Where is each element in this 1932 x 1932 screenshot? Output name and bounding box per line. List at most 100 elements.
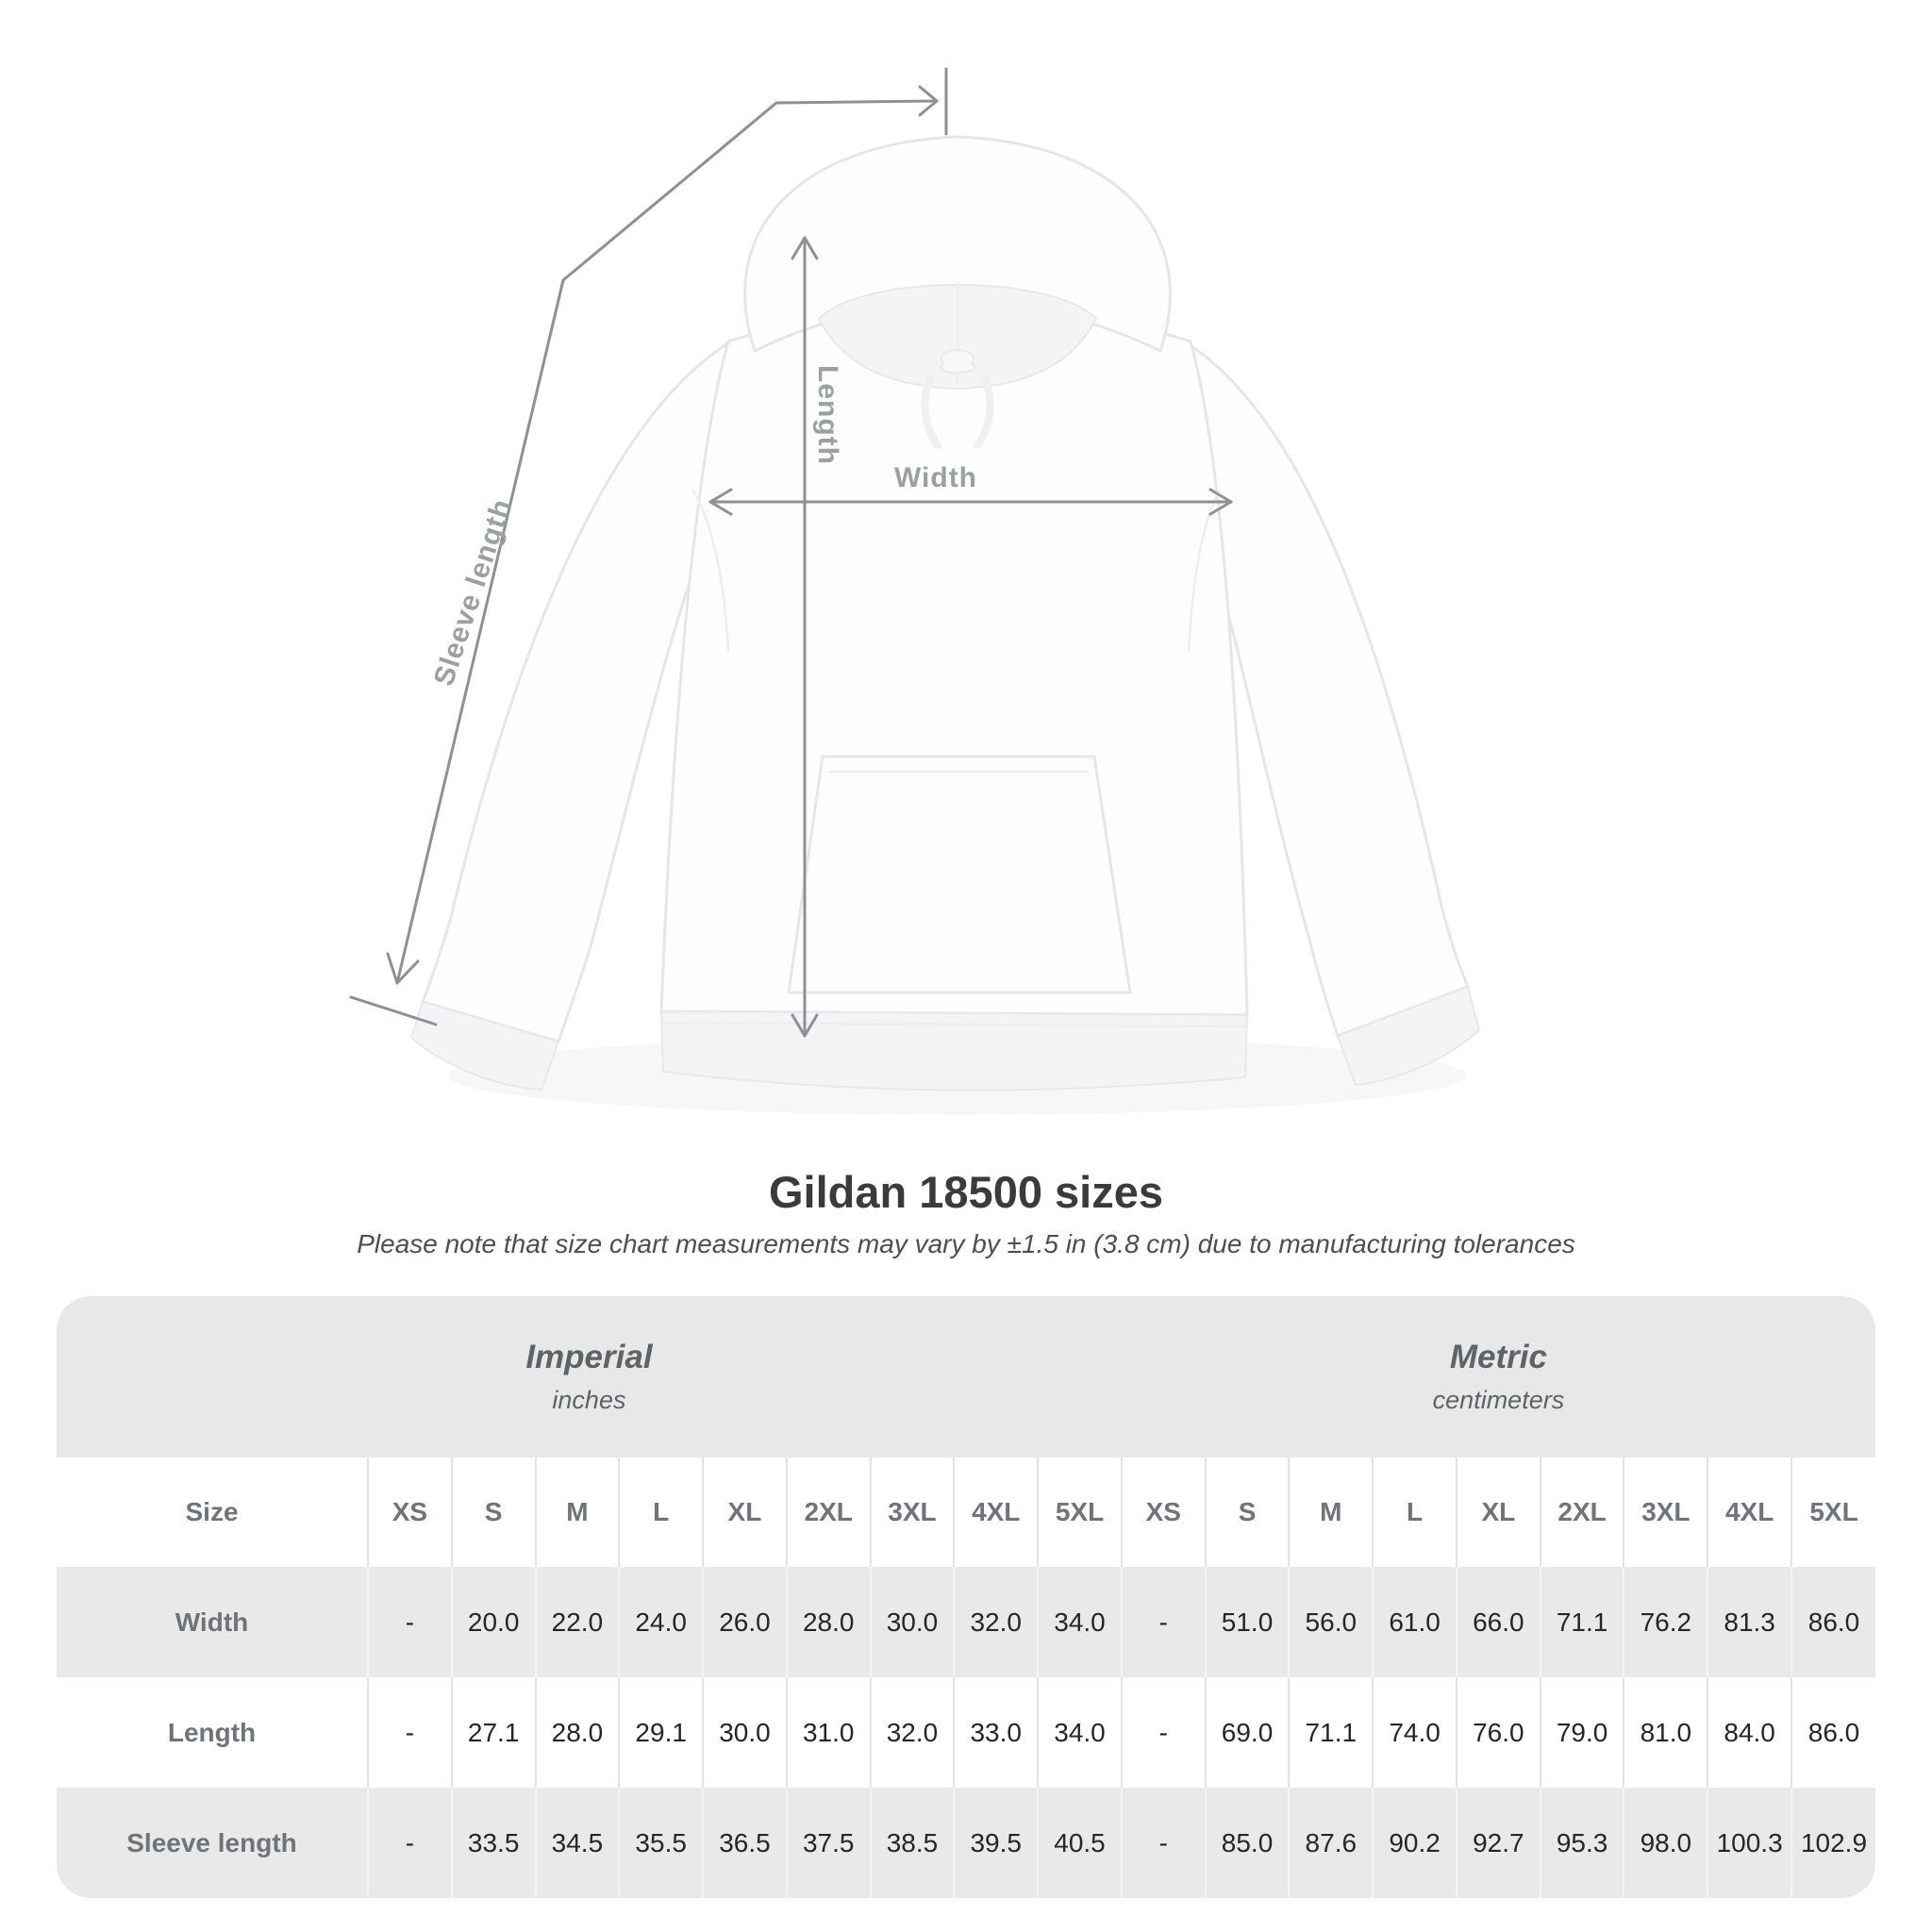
imperial-group-header: Imperial inches [57,1296,1122,1457]
size-header-cell: XS [367,1457,452,1567]
metric-group-label: Metric [1449,1339,1547,1375]
size-header-cell: 3XL [1623,1457,1708,1567]
value-cell: 37.5 [785,1788,871,1898]
metric-group-unit: centimeters [1432,1386,1565,1414]
value-cell: 81.0 [1623,1677,1708,1788]
value-cell: 100.3 [1707,1788,1792,1898]
value-cell: 32.0 [953,1567,1039,1677]
value-cell: 40.5 [1037,1788,1122,1898]
page-title: Gildan 18500 sizes [768,1167,1164,1217]
size-header-cell: 4XL [1707,1457,1792,1567]
value-cell: 38.5 [869,1788,955,1898]
value-cell: 24.0 [618,1567,704,1677]
size-header-cell: 2XL [1539,1457,1624,1567]
drawstring-bow [940,348,975,375]
size-header-cell: 2XL [785,1457,871,1567]
drawstring-right [974,374,994,449]
size-header-cell: XL [702,1457,787,1567]
size-header-cell: 3XL [869,1457,955,1567]
value-cell: 20.0 [450,1567,536,1677]
value-cell: 87.6 [1288,1788,1374,1898]
imperial-group-label: Imperial [525,1339,653,1375]
value-cell: 34.5 [534,1788,620,1898]
value-cell: - [1120,1677,1206,1788]
value-cell: - [367,1567,452,1677]
value-cell: 74.0 [1372,1677,1457,1788]
row-label: Length [57,1677,368,1788]
metric-group-header: Metric centimeters [1121,1296,1875,1457]
value-cell: 69.0 [1204,1677,1290,1788]
drawstring-left [921,374,941,449]
value-cell: 51.0 [1204,1567,1290,1677]
value-cell: 102.9 [1790,1788,1875,1898]
value-cell: 32.0 [869,1677,955,1788]
value-cell: 71.1 [1539,1567,1624,1677]
value-cell: 30.0 [869,1567,955,1677]
value-cell: 26.0 [702,1567,787,1677]
value-cell: 22.0 [534,1567,620,1677]
value-cell: 71.1 [1288,1677,1374,1788]
size-table: Imperial inches Metric centimeters Size … [57,1296,1875,1898]
row-label: Width [57,1567,368,1677]
value-cell: 29.1 [618,1677,704,1788]
value-cell: 56.0 [1288,1567,1374,1677]
value-cell: - [1120,1567,1206,1677]
row-label: Sleeve length [57,1788,368,1898]
width-arrow [708,488,1233,516]
value-cell: 84.0 [1707,1677,1792,1788]
size-header-cell: 5XL [1790,1457,1875,1567]
value-cell: 92.7 [1455,1788,1541,1898]
value-cell: 61.0 [1372,1567,1457,1677]
value-cell: 85.0 [1204,1788,1290,1898]
value-cell: 39.5 [953,1788,1039,1898]
size-header-cell: M [1288,1457,1374,1567]
left-cuff [409,1000,560,1091]
size-header-cell: 5XL [1037,1457,1122,1567]
size-header-row: Size XS S M L XL 2XL 3XL 4XL 5XL XS S M … [57,1457,1875,1567]
size-header-cell: 4XL [953,1457,1039,1567]
value-cell: 33.0 [953,1677,1039,1788]
value-cell: 98.0 [1623,1788,1708,1898]
page-subtitle: Please note that size chart measurements… [357,1229,1575,1258]
value-cell: 36.5 [702,1788,787,1898]
size-header-cell: S [1204,1457,1290,1567]
hoodie-shape [409,135,1481,1115]
imperial-group-unit: inches [552,1386,626,1414]
size-header-cell: L [1372,1457,1457,1567]
value-cell: - [367,1677,452,1788]
value-cell: 35.5 [618,1788,704,1898]
value-cell: 30.0 [702,1677,787,1788]
sleeve-length-arrow [349,67,948,1026]
value-cell: 86.0 [1790,1567,1875,1677]
size-header-cell: XS [1120,1457,1206,1567]
value-cell: - [367,1788,452,1898]
value-cell: 90.2 [1372,1788,1457,1898]
size-header-cell: XL [1455,1457,1541,1567]
value-cell: 76.2 [1623,1567,1708,1677]
right-cuff [1336,985,1481,1087]
width-measure-label: Width [893,462,978,493]
size-column-header: Size [57,1457,368,1567]
value-cell: 34.0 [1037,1567,1122,1677]
value-cell: 28.0 [534,1677,620,1788]
length-measure-label: Length [812,365,843,465]
value-cell: 33.5 [450,1788,536,1898]
size-header-cell: L [618,1457,704,1567]
value-cell: 66.0 [1455,1567,1541,1677]
size-header-cell: S [450,1457,536,1567]
table-row-length: Length - 27.1 28.0 29.1 30.0 31.0 32.0 3… [57,1677,1875,1788]
value-cell: 86.0 [1790,1677,1875,1788]
length-arrow [791,236,819,1038]
value-cell: 79.0 [1539,1677,1624,1788]
value-cell: 28.0 [785,1567,871,1677]
size-table-grid: Imperial inches Metric centimeters Size … [57,1296,1875,1898]
value-cell: 81.3 [1707,1567,1792,1677]
value-cell: 34.0 [1037,1677,1122,1788]
value-cell: 95.3 [1539,1788,1624,1898]
value-cell: 27.1 [450,1677,536,1788]
value-cell: - [1120,1788,1206,1898]
unit-group-header-row: Imperial inches Metric centimeters [57,1296,1875,1457]
size-header-cell: M [534,1457,620,1567]
kangaroo-pocket [787,755,1132,994]
